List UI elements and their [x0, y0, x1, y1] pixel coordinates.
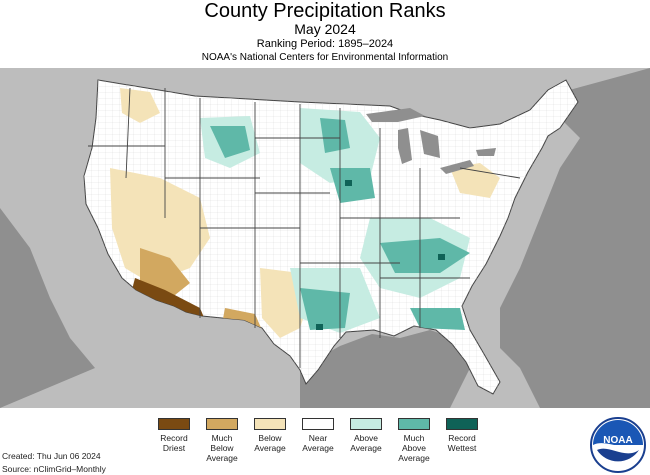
- lake-michigan: [398, 128, 412, 164]
- noaa-logo-icon: NOAA: [590, 417, 646, 473]
- region-much-above-average-southeast: [410, 308, 465, 330]
- region-record-wettest-iowa: [345, 180, 352, 186]
- legend-swatch: [350, 418, 382, 430]
- legend-swatch: [398, 418, 430, 430]
- lake-erie: [440, 160, 474, 174]
- region-below-average-east: [450, 163, 500, 198]
- border-line: [459, 167, 521, 179]
- legend-swatch: [158, 418, 190, 430]
- data-source: Source: nClimGrid–Monthly: [2, 464, 106, 474]
- region-record-wettest-tennessee: [438, 254, 445, 260]
- legend-item: Near Average: [294, 418, 342, 453]
- ranking-period: Ranking Period: 1895–2024: [256, 38, 394, 50]
- lake-huron: [420, 130, 440, 158]
- created-date: Created: Thu Jun 06 2024: [2, 451, 101, 461]
- region-much-above-average-iowa: [330, 168, 375, 203]
- region-record-driest-arizona: [132, 278, 205, 320]
- organization-name: NOAA's National Centers for Environmenta…: [201, 52, 449, 63]
- lake-superior: [366, 108, 425, 122]
- legend: Record Driest Much Below Average Below Ave…: [150, 418, 490, 474]
- region-below-average-west: [110, 168, 210, 283]
- logo-text: NOAA: [603, 435, 632, 446]
- legend-label: Record Driest: [160, 433, 188, 453]
- page-title: County Precipitation Ranks: [204, 0, 446, 22]
- legend-item: Record Driest: [150, 418, 198, 453]
- legend-label: Near Average: [302, 433, 334, 453]
- region-much-above-average-east-texas: [300, 288, 350, 330]
- legend-label: Below Average: [254, 433, 286, 453]
- lake-ontario: [476, 148, 496, 156]
- legend-swatch: [254, 418, 286, 430]
- legend-item: Record Wettest: [438, 418, 486, 453]
- legend-label: Much Above Average: [398, 433, 430, 463]
- atlantic-ocean: [500, 68, 650, 408]
- region-much-above-average-minnesota: [320, 118, 350, 153]
- border-line: [125, 87, 131, 179]
- region-much-above-average-tennessee: [380, 238, 470, 273]
- legend-swatch: [446, 418, 478, 430]
- legend-item: Much Above Average: [390, 418, 438, 463]
- state-borders: [88, 87, 521, 368]
- gulf-of-mexico: [300, 330, 470, 408]
- legend-label: Above Average: [350, 433, 382, 453]
- legend-item: Below Average: [246, 418, 294, 453]
- legend-label: Record Wettest: [447, 433, 477, 453]
- legend-swatch: [206, 418, 238, 430]
- legend-swatch: [302, 418, 334, 430]
- precipitation-map: [0, 68, 650, 408]
- region-much-above-average-montana: [210, 126, 250, 158]
- region-record-wettest-texas: [316, 324, 323, 330]
- legend-item: Much Below Average: [198, 418, 246, 463]
- map-subtitle: May 2024: [294, 21, 356, 37]
- legend-label: Much Below Average: [206, 433, 238, 463]
- legend-item: Above Average: [342, 418, 390, 453]
- pacific-ocean: [0, 208, 95, 408]
